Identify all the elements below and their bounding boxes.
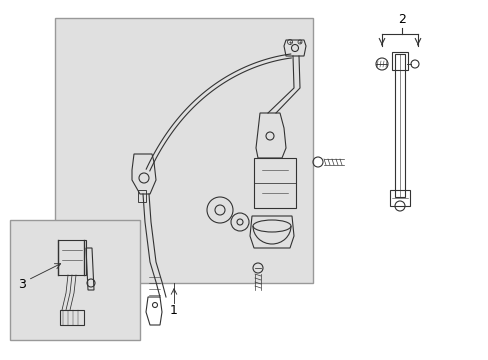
Bar	[10, 220, 140, 340]
Bar	[391, 52, 407, 70]
Text: 1: 1	[170, 305, 178, 318]
Bar	[60, 310, 84, 325]
Bar	[58, 240, 86, 275]
Bar	[389, 190, 409, 206]
Text: 2: 2	[397, 13, 405, 26]
Bar	[55, 18, 312, 283]
Bar	[253, 158, 295, 208]
Text: 3: 3	[18, 279, 26, 292]
